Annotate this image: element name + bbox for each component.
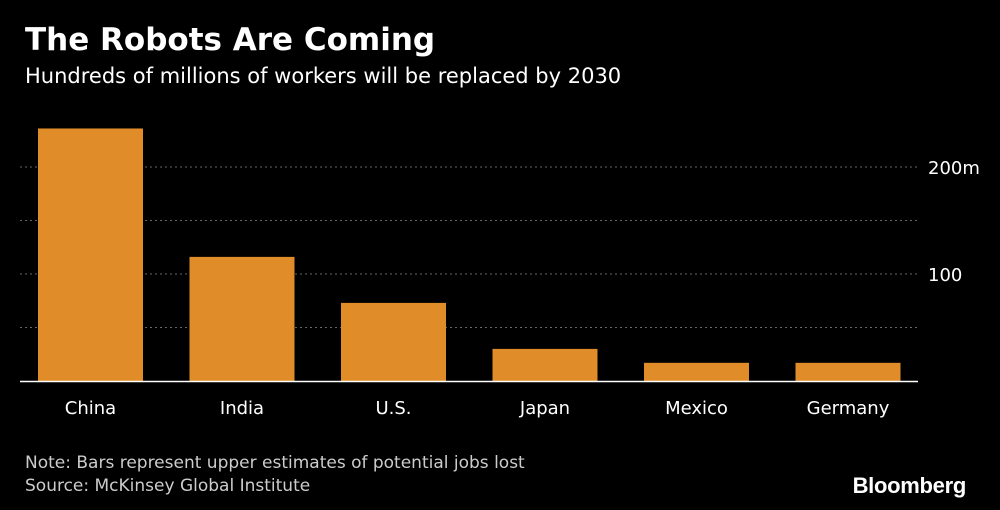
y-tick-label: 200m — [928, 158, 980, 179]
bloomberg-logo: Bloomberg — [852, 473, 967, 498]
x-category-label: U.S. — [375, 398, 411, 419]
bar-chart: 100 200m China India U.S. Japan Mexico Germany — [20, 128, 980, 419]
bar-germany — [795, 362, 901, 381]
x-category-label: Japan — [519, 398, 570, 419]
x-category-label: India — [220, 398, 264, 419]
bar-japan — [492, 348, 598, 381]
y-axis-ticks: 100 200m — [928, 158, 980, 286]
x-category-label: Mexico — [665, 398, 728, 419]
x-category-label: Germany — [807, 398, 890, 419]
bars — [38, 128, 901, 381]
x-axis-labels: China India U.S. Japan Mexico Germany — [65, 398, 890, 419]
gridlines — [20, 166, 918, 328]
chart-subtitle: Hundreds of millions of workers will be … — [25, 64, 622, 88]
chart-title: The Robots Are Coming — [25, 22, 436, 58]
bar-mexico — [644, 362, 749, 381]
bar-us — [341, 302, 446, 381]
y-tick-label: 100 — [928, 265, 962, 286]
x-category-label: China — [65, 398, 116, 419]
bar-india — [189, 256, 295, 381]
chart-source: Source: McKinsey Global Institute — [25, 476, 311, 496]
bar-china — [38, 128, 143, 381]
chart-note: Note: Bars represent upper estimates of … — [25, 453, 525, 473]
